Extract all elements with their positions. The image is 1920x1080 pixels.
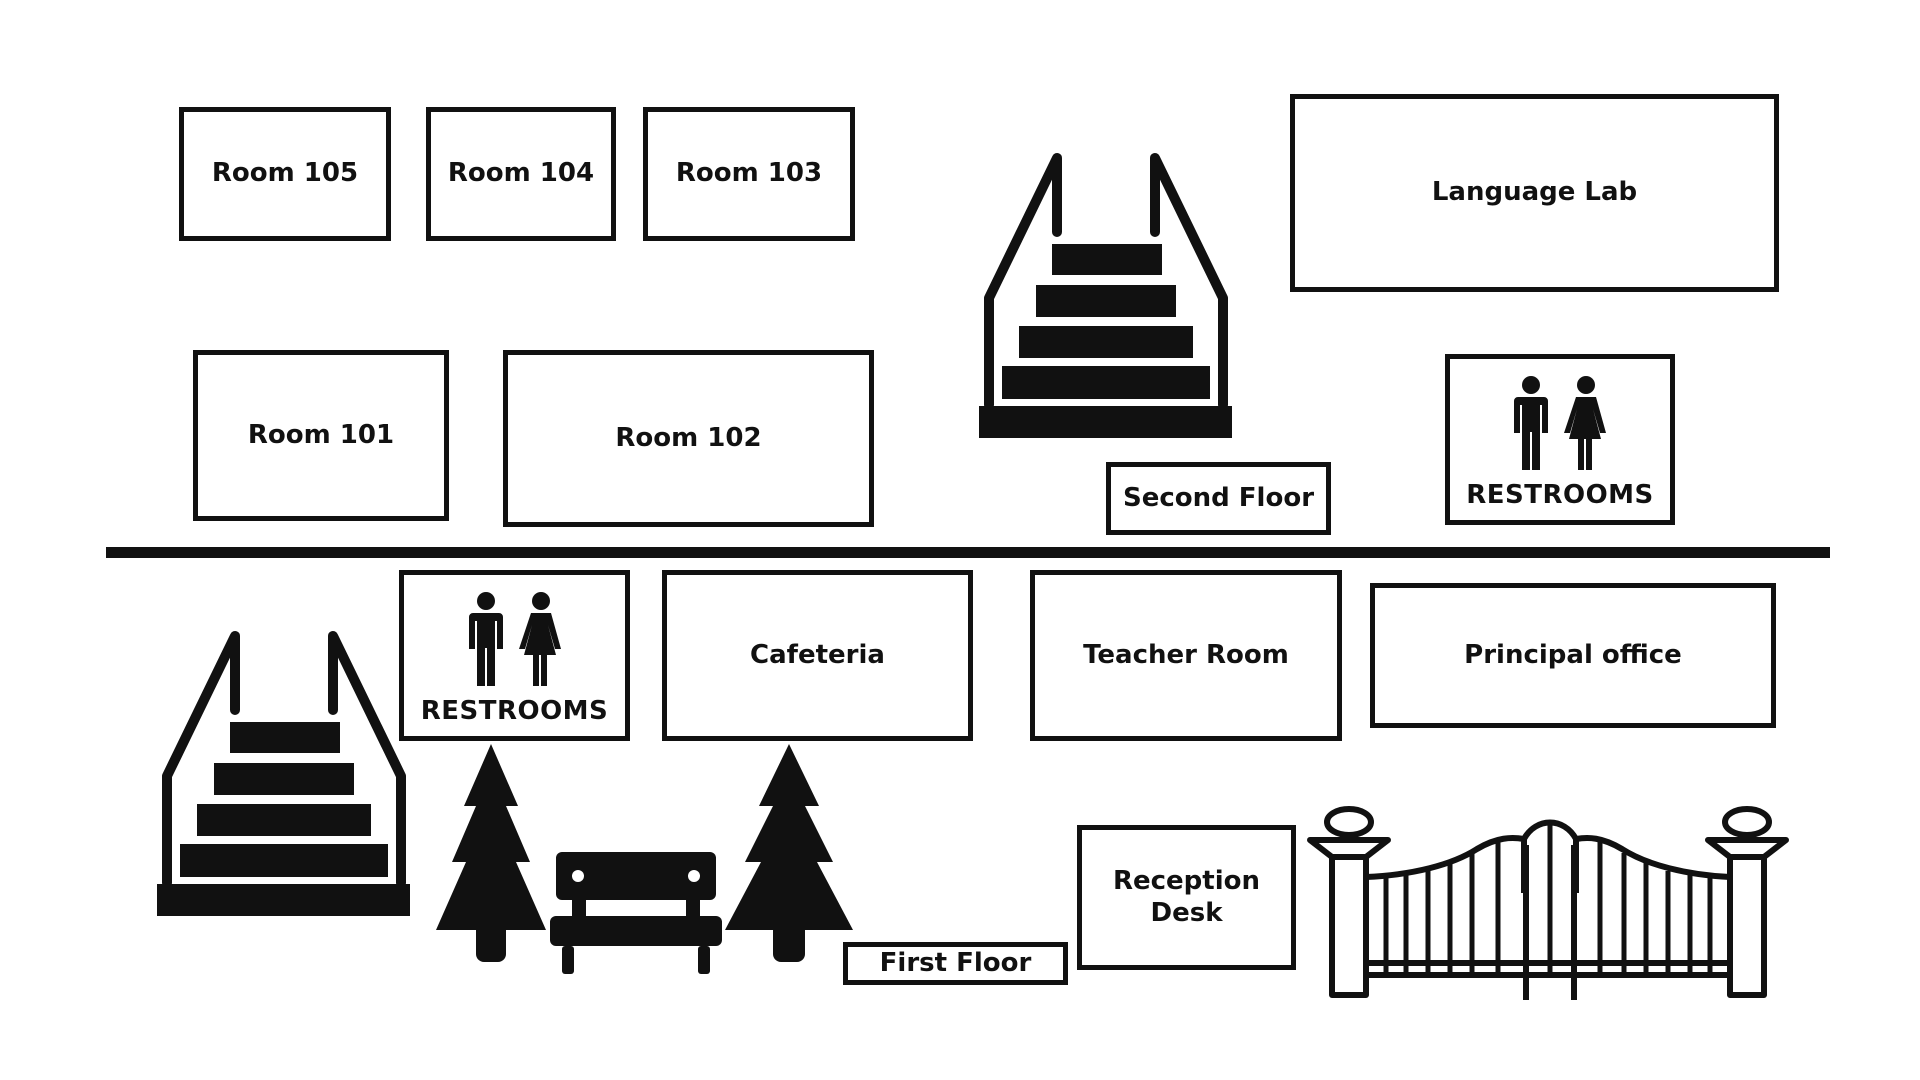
restroom-people-icon (1512, 375, 1608, 470)
teacher-room[interactable]: Teacher Room (1030, 570, 1342, 741)
restrooms-first-floor[interactable]: RESTROOMS (399, 570, 630, 741)
restrooms-label: RESTROOMS (1466, 480, 1654, 510)
room-102[interactable]: Room 102 (503, 350, 874, 527)
room-101[interactable]: Room 101 (193, 350, 449, 521)
restrooms-label: RESTROOMS (420, 696, 609, 726)
bench-icon (550, 852, 722, 974)
room-105[interactable]: Room 105 (179, 107, 391, 241)
stairs-icon (156, 628, 412, 918)
man-icon (468, 592, 503, 686)
floor-divider (106, 547, 1830, 558)
room-103[interactable]: Room 103 (643, 107, 855, 241)
gate-icon (1302, 805, 1792, 1000)
cafeteria[interactable]: Cafeteria (662, 570, 973, 741)
woman-icon (518, 592, 561, 686)
principal-office[interactable]: Principal office (1370, 583, 1776, 728)
restrooms-second-floor[interactable]: RESTROOMS (1445, 354, 1675, 525)
first-floor-label: First Floor (843, 942, 1068, 985)
reception-desk[interactable]: Reception Desk (1077, 825, 1296, 970)
tree-icon (725, 744, 853, 964)
restroom-people-icon (467, 591, 563, 686)
language-lab[interactable]: Language Lab (1290, 94, 1779, 292)
tree-icon (436, 744, 546, 964)
man-icon (1514, 376, 1548, 470)
woman-icon (1564, 376, 1606, 470)
second-floor-label: Second Floor (1106, 462, 1331, 535)
room-104[interactable]: Room 104 (426, 107, 616, 241)
stairs-icon (978, 150, 1234, 440)
